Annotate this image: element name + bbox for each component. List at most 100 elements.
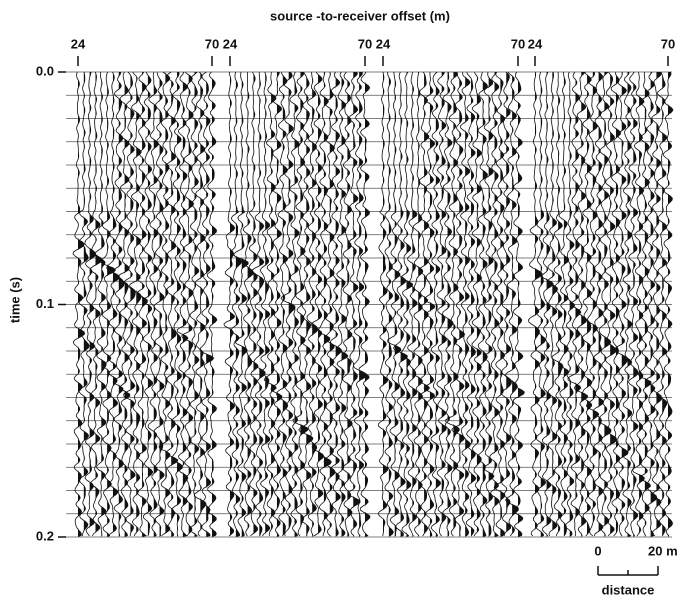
trace <box>94 71 107 536</box>
trace-fill <box>294 72 300 537</box>
trace <box>441 71 454 537</box>
trace <box>412 71 424 537</box>
trace-fill <box>194 72 199 537</box>
trace <box>252 71 266 537</box>
trace-fill <box>78 72 85 537</box>
trace <box>329 71 342 537</box>
trace-fill <box>615 72 621 537</box>
trace <box>493 71 506 537</box>
trace <box>645 71 658 536</box>
scale-tick-label: 0 <box>594 543 601 558</box>
trace-fill <box>546 72 554 537</box>
x-tick-label: 24 <box>71 36 86 51</box>
trace <box>289 71 301 537</box>
trace <box>604 71 618 537</box>
trace <box>436 71 448 537</box>
trace <box>430 71 441 537</box>
trace <box>512 71 525 537</box>
trace <box>176 71 189 537</box>
y-tick-label: 0.1 <box>36 296 54 311</box>
trace-fill <box>165 72 170 537</box>
trace <box>199 71 215 537</box>
trace <box>655 71 668 537</box>
trace-fill <box>418 72 423 537</box>
trace-fill <box>500 72 505 537</box>
trace <box>270 71 283 537</box>
trace <box>547 71 558 537</box>
trace <box>358 71 371 537</box>
trace-fill <box>323 72 332 537</box>
trace <box>505 71 519 537</box>
trace-fill <box>347 72 353 537</box>
trace-fill <box>610 72 617 537</box>
trace <box>535 71 547 537</box>
trace-fill <box>147 72 153 537</box>
trace-fill <box>83 72 90 537</box>
x-tick-label: 70 <box>205 36 219 51</box>
trace-fill <box>318 72 324 537</box>
trace-fill <box>95 72 103 537</box>
trace-fill <box>476 72 482 537</box>
trace <box>558 71 570 537</box>
trace <box>336 71 349 537</box>
trace <box>551 71 564 537</box>
trace-fill <box>621 72 629 537</box>
trace <box>189 71 200 537</box>
trace-fill <box>518 72 525 537</box>
trace-fill <box>265 72 270 537</box>
x-tick-label: 70 <box>661 36 675 51</box>
trace <box>471 71 483 537</box>
trace-fill <box>575 72 581 537</box>
x-tick-label: 24 <box>223 36 238 51</box>
trace <box>347 71 361 537</box>
trace-fill <box>569 72 575 537</box>
trace <box>318 71 332 537</box>
trace-fill <box>512 72 519 537</box>
x-tick-label: 70 <box>358 36 372 51</box>
trace <box>112 71 125 537</box>
trace <box>459 71 471 537</box>
trace <box>631 71 645 537</box>
trace <box>137 71 148 537</box>
trace-fill <box>247 72 254 537</box>
trace <box>622 71 633 537</box>
y-tick-label: 0.2 <box>36 528 54 543</box>
trace <box>445 71 460 537</box>
trace <box>637 71 652 537</box>
trace-fill <box>112 72 120 537</box>
trace <box>165 71 179 537</box>
trace-fill <box>639 72 645 537</box>
trace <box>650 71 663 537</box>
trace <box>142 71 154 537</box>
trace <box>451 71 466 537</box>
trace <box>418 71 431 537</box>
trace <box>84 71 97 537</box>
trace-fill <box>136 72 142 537</box>
trace <box>387 71 402 537</box>
trace <box>323 71 336 537</box>
trace-fill <box>644 72 652 537</box>
x-tick-label: 24 <box>376 36 391 51</box>
trace-fill <box>388 72 394 537</box>
trace <box>292 71 309 537</box>
y-tick-label: 0.0 <box>36 63 54 78</box>
trace <box>423 71 436 537</box>
trace-fill <box>212 72 217 537</box>
trace-fill <box>471 72 476 537</box>
trace <box>311 71 325 537</box>
trace-fill <box>552 72 558 537</box>
trace <box>181 71 195 537</box>
trace-fill <box>365 72 370 537</box>
trace <box>393 71 408 537</box>
trace-fill <box>592 72 599 537</box>
trace <box>100 71 117 537</box>
trace <box>306 71 319 537</box>
trace-fill <box>587 72 592 537</box>
trace <box>230 71 243 537</box>
trace-fill <box>253 72 259 537</box>
trace-fill <box>633 72 639 537</box>
trace <box>573 71 589 537</box>
trace <box>614 72 629 537</box>
scale-bar-title: distance <box>602 582 655 597</box>
